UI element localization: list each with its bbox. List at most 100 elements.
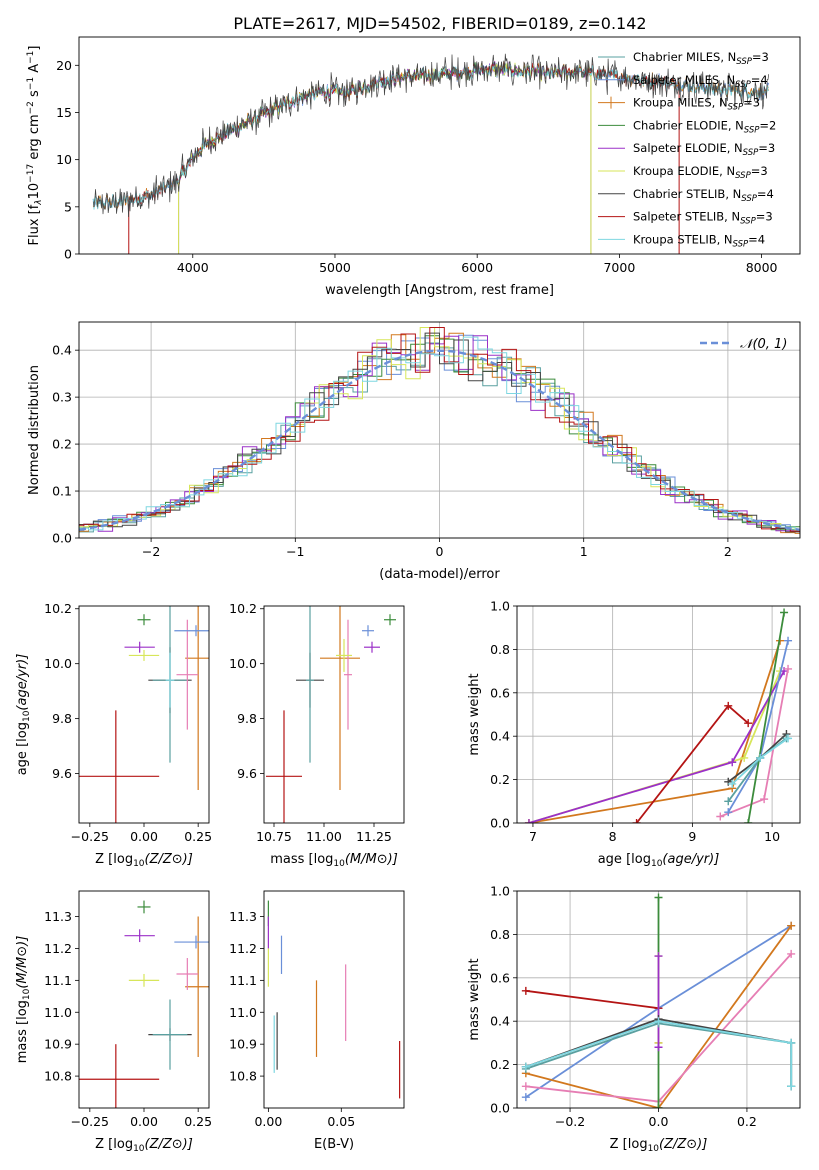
y-tick-label: 5 [64, 199, 72, 214]
y-tick-label: 10.8 [44, 1069, 72, 1084]
weight-marker [521, 1062, 530, 1071]
y-tick-label: 0.6 [490, 970, 510, 985]
weight-line [525, 925, 792, 1108]
y-tick-label: 0.6 [490, 685, 510, 700]
x-tick-label: 0.05 [327, 1114, 355, 1129]
residuals-panel: −2 −1 0 1 2 0.0 0.1 0.2 0.3 0.4 (data-model)/error… [27, 321, 801, 582]
weight-marker [632, 819, 641, 823]
y-axis-label: Flux [fλ10−17 erg cm−2 s−1 A−1] [26, 46, 44, 246]
weight-marker [724, 701, 733, 710]
y-tick-label: 11.1 [229, 973, 257, 988]
weight-marker [716, 812, 725, 821]
y-tick-label: 11.3 [229, 909, 257, 924]
error-bars [267, 900, 401, 1099]
weight-marker [744, 819, 753, 823]
y-tick-label: 9.8 [52, 711, 72, 726]
y-tick-label: 0.8 [490, 642, 510, 657]
legend: Chabrier MILES, NSSP=3 Salpeter MILES, NS… [598, 50, 776, 249]
y-tick-label: 10.0 [44, 656, 72, 671]
y-axis-label: mass weight [467, 958, 482, 1040]
y-axis-label: Normed distribution [27, 365, 42, 495]
x-tick-label: 0.25 [184, 1114, 212, 1129]
legend-label: Salpeter STELIB, NSSP=3 [633, 210, 773, 227]
y-tick-label: 15 [56, 105, 72, 120]
spectrum-lines [92, 53, 770, 254]
x-tick-label: 10 [764, 829, 780, 844]
y-axis-label: mass weight [467, 673, 482, 755]
axes-frame [78, 321, 801, 539]
weight-marker [524, 819, 533, 823]
y-tick-label: 11.1 [44, 973, 72, 988]
error-bars [79, 606, 209, 823]
age_vs_mass-panel: 10.75 11.00 11.25 9.6 9.8 10.0 10.2 mass [log10… [229, 601, 405, 869]
y-tick-label: 0 [64, 247, 72, 262]
y-tick-label: 20 [56, 58, 72, 73]
legend-label: Salpeter MILES, NSSP=4 [633, 73, 768, 90]
mass_vs_Z-panel: −0.25 0.00 0.25 10.8 10.9 11.0 11.1 11.2 11.3 Z [… [15, 890, 212, 1154]
y-tick-label: 0.4 [490, 729, 510, 744]
weight-marker [521, 986, 530, 995]
weight-marker [760, 795, 769, 804]
weight-marker [744, 719, 753, 728]
massweight_vs_Z-panel: −0.2 0.0 0.2 0.0 0.2 0.4 0.6 0.8 1.0 Z [log10(Z/Z… [467, 884, 801, 1154]
y-tick-label: 1.0 [490, 599, 510, 614]
x-axis-label: (data-model)/error [379, 567, 500, 582]
weight-marker [787, 921, 796, 930]
y-tick-label: 0.4 [490, 1014, 510, 1029]
error-bars [266, 606, 396, 823]
y-tick-label: 0.8 [490, 927, 510, 942]
x-tick-label: 0 [436, 544, 444, 559]
x-tick-label: 0.25 [184, 829, 212, 844]
weight-marker [787, 1038, 796, 1047]
x-tick-label: 0.0 [649, 1114, 669, 1129]
x-tick-label: 8000 [746, 260, 778, 275]
mass_vs_ebv-panel: 0.00 0.05 10.8 10.9 11.0 11.1 11.2 11.3 E(B-V) [229, 890, 405, 1152]
x-axis-label: mass [log10(M/M⊙)] [270, 852, 398, 869]
spectrum-panel: 4000 5000 6000 7000 8000 0 5 10 15 20 wavelength [… [26, 36, 801, 298]
x-tick-label: 1 [580, 544, 588, 559]
weight-lines [524, 608, 793, 823]
error-bars [79, 900, 209, 1108]
y-tick-label: 0.0 [490, 816, 510, 831]
y-tick-label: 9.6 [52, 766, 72, 781]
histogram [79, 336, 800, 531]
x-tick-label: −0.2 [555, 1114, 585, 1129]
axes-frame [263, 605, 405, 824]
x-axis-label: age [log10(age/yr)] [598, 852, 720, 869]
legend-label: Salpeter ELODIE, NSSP=3 [633, 141, 775, 158]
y-tick-label: 10.2 [229, 601, 257, 616]
x-tick-label: −0.25 [71, 829, 109, 844]
axes-frame [78, 890, 210, 1109]
y-tick-label: 10.0 [229, 656, 257, 671]
axes-frame [78, 36, 801, 255]
x-tick-label: 7000 [603, 260, 635, 275]
weight-marker [654, 893, 663, 902]
x-tick-label: 8 [609, 829, 617, 844]
y-tick-label: 0.2 [490, 1057, 510, 1072]
x-axis-label: wavelength [Angstrom, rest frame] [325, 283, 554, 298]
axes-frame [516, 890, 801, 1109]
legend-label: Chabrier ELODIE, NSSP=2 [633, 118, 776, 135]
weight-lines [521, 893, 796, 1108]
x-tick-label: 11.00 [306, 829, 342, 844]
histograms [79, 327, 800, 536]
y-axis-label: age [log10(age/yr)] [15, 654, 32, 776]
legend-label: Kroupa ELODIE, NSSP=3 [633, 164, 768, 181]
y-tick-label: 11.0 [44, 1005, 72, 1020]
weight-marker [521, 1082, 530, 1091]
y-axis-label: mass [log10(M/M⊙)] [15, 936, 32, 1064]
weight-marker [724, 808, 733, 817]
x-tick-label: 2 [724, 544, 732, 559]
weight-marker [787, 1082, 796, 1091]
x-tick-label: 0.00 [130, 1114, 158, 1129]
weight-marker [654, 1043, 663, 1052]
x-tick-label: −1 [286, 544, 304, 559]
y-tick-label: 9.8 [237, 711, 257, 726]
y-tick-label: 0.4 [52, 343, 72, 358]
age_vs_Z-panel: −0.25 0.00 0.25 9.6 9.8 10.0 10.2 Z [log10(Z/Z⊙… [15, 601, 212, 869]
legend-label: Chabrier MILES, NSSP=3 [633, 50, 769, 67]
normal-curve [79, 349, 800, 531]
y-tick-label: 11.3 [44, 909, 72, 924]
y-tick-label: 11.2 [44, 941, 72, 956]
x-axis-label: Z [log10(Z/Z⊙)] [95, 852, 193, 869]
